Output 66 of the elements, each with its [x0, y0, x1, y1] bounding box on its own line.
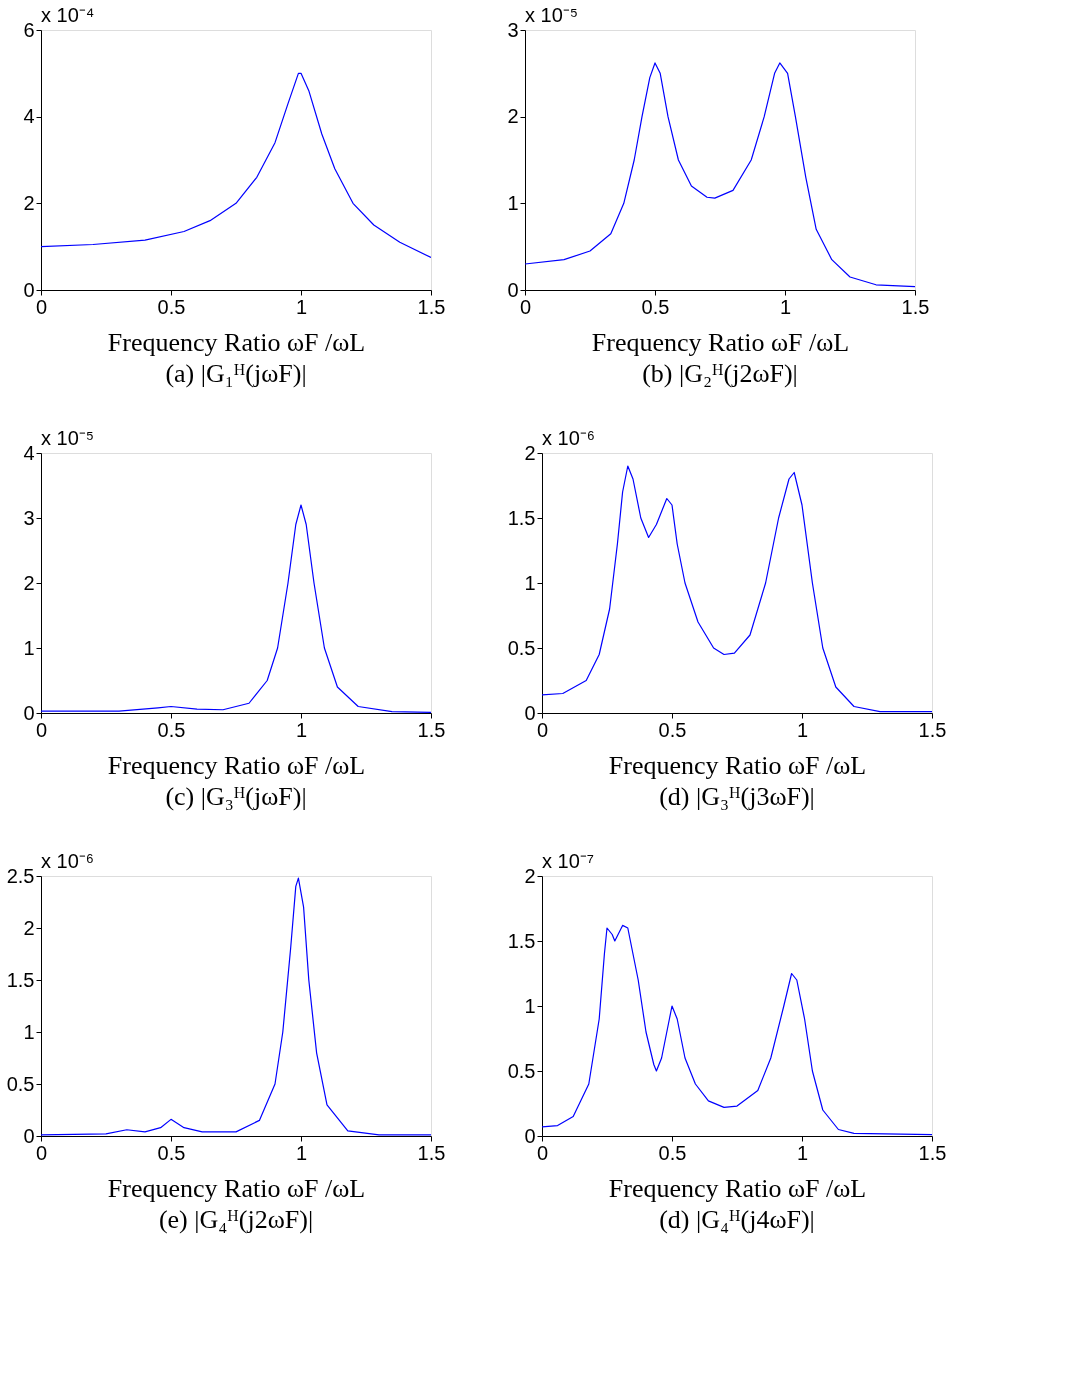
x-tick-label: 1	[779, 295, 792, 318]
x-axis-title: Frequency Ratio ωF /ωL	[107, 750, 366, 780]
text: (c) |G₃ᴴ(jωF)|	[165, 782, 307, 811]
x-tick-label: 1.5	[417, 1141, 446, 1164]
y-tick-label: 1.5	[6, 968, 35, 991]
y-tick-label: 2	[507, 105, 519, 128]
y-tick-label: 1	[23, 1020, 35, 1043]
y-tick-label: 1	[524, 994, 536, 1017]
x-tick-label: 1	[796, 1141, 809, 1164]
y-tick-label: 0	[23, 701, 35, 724]
x-axis-title: Frequency Ratio ωF /ωL	[608, 750, 867, 780]
y-tick-label: 0.5	[6, 1072, 35, 1095]
x-tick-label: 0.5	[157, 1141, 186, 1164]
y-tick-label: 1	[524, 571, 536, 594]
y-tick-label: 2	[524, 441, 536, 464]
text: x 10⁻⁵	[41, 427, 95, 449]
text: (d) |G₄ᴴ(j4ωF)|	[659, 1205, 815, 1234]
text: x 10⁻⁷	[542, 850, 595, 872]
text: x 10⁻⁵	[525, 4, 579, 26]
x-tick-label: 0.5	[658, 1141, 687, 1164]
text: (b) |G₂ᴴ(j2ωF)|	[642, 359, 798, 388]
x-tick-label: 1	[295, 295, 308, 318]
x-tick-label: 1.5	[918, 718, 947, 741]
y-tick-label: 0	[524, 1124, 536, 1147]
y-tick-label: 2	[524, 864, 536, 887]
y-tick-label: 0.5	[507, 1059, 536, 1082]
x-tick-label: 0.5	[157, 295, 186, 318]
y-tick-label: 2.5	[6, 864, 35, 887]
text: (e) |G₄ᴴ(j2ωF)|	[158, 1205, 314, 1234]
y-tick-label: 0	[507, 278, 519, 301]
y-tick-label: 1	[23, 636, 35, 659]
x-tick-label: 1	[295, 718, 308, 741]
y-tick-label: 0.5	[507, 636, 536, 659]
text: (d) |G₃ᴴ(j3ωF)|	[659, 782, 815, 811]
y-tick-label: 4	[23, 105, 35, 128]
x-axis-title: Frequency Ratio ωF /ωL	[107, 327, 366, 357]
x-tick-label: 1.5	[901, 295, 930, 318]
x-axis-title: Frequency Ratio ωF /ωL	[591, 327, 850, 357]
x-tick-label: 1.5	[417, 718, 446, 741]
y-tick-label: 1.5	[507, 929, 536, 952]
y-tick-label: 1.5	[507, 506, 536, 529]
x-axis-title: Frequency Ratio ωF /ωL	[608, 1173, 867, 1203]
y-tick-label: 0	[23, 278, 35, 301]
y-tick-label: 4	[23, 441, 35, 464]
x-tick-label: 0.5	[658, 718, 687, 741]
x-tick-label: 1	[796, 718, 809, 741]
x-tick-label: 1.5	[417, 295, 446, 318]
x-tick-label: 1	[295, 1141, 308, 1164]
y-tick-label: 2	[23, 571, 35, 594]
text: (a) |G₁ᴴ(jωF)|	[165, 359, 307, 388]
y-tick-label: 6	[23, 18, 35, 41]
line-series	[41, 72, 431, 259]
text: x 10⁻⁶	[542, 427, 596, 449]
y-tick-label: 3	[23, 506, 35, 529]
x-axis-title: Frequency Ratio ωF /ωL	[107, 1173, 366, 1203]
x-tick-label: 0.5	[641, 295, 670, 318]
x-tick-label: 0.5	[157, 718, 186, 741]
x-tick-label: 1.5	[918, 1141, 947, 1164]
y-tick-label: 2	[23, 191, 35, 214]
text: x 10⁻⁶	[41, 850, 95, 872]
y-tick-label: 3	[507, 18, 519, 41]
y-tick-label: 2	[23, 916, 35, 939]
y-tick-label: 1	[507, 191, 519, 214]
text: x 10⁻⁴	[41, 4, 95, 26]
y-tick-label: 0	[524, 701, 536, 724]
y-tick-label: 0	[23, 1124, 35, 1147]
